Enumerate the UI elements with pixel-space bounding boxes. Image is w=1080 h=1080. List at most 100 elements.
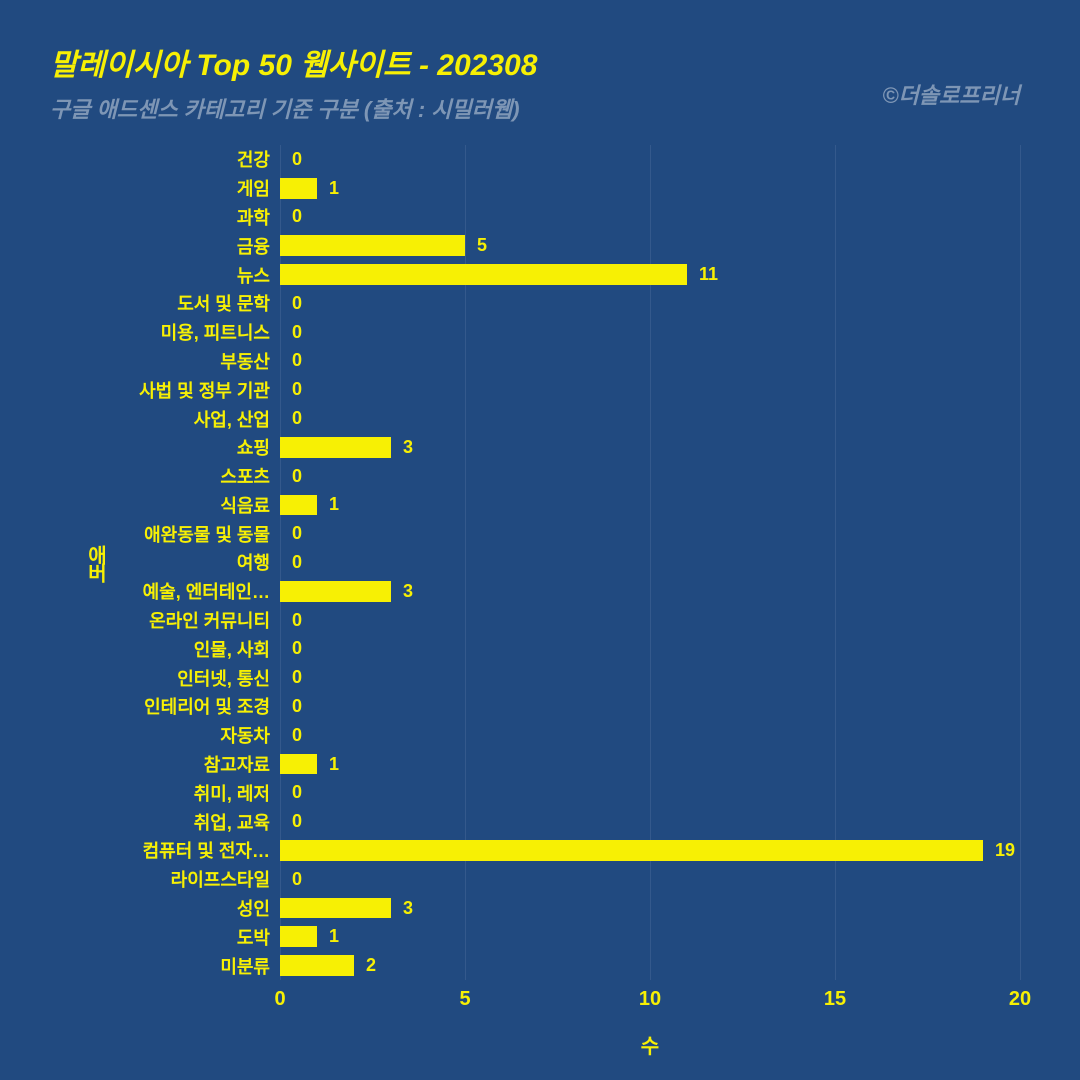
bar-value-label: 2 <box>366 955 376 976</box>
bar-value-label: 0 <box>292 638 302 659</box>
bar-row: 애완동물 및 동물0 <box>280 523 1020 544</box>
bar <box>280 754 317 775</box>
x-tick-label: 15 <box>824 988 846 1011</box>
bar-value-label: 1 <box>329 494 339 515</box>
bar-value-label: 1 <box>329 754 339 775</box>
bar-category-label: 과학 <box>237 204 270 230</box>
bar-category-label: 인테리어 및 조경 <box>144 693 270 719</box>
bar-category-label: 사법 및 정부 기관 <box>139 377 270 403</box>
chart-container: 말레이시아 Top 50 웹사이트 - 202308 구글 애드센스 카테고리 … <box>0 0 1080 1080</box>
bar-category-label: 컴퓨터 및 전자… <box>143 837 270 863</box>
x-tick-label: 10 <box>639 988 661 1011</box>
bar-value-label: 19 <box>995 840 1015 861</box>
bar-row: 인테리어 및 조경0 <box>280 696 1020 717</box>
bar-category-label: 부동산 <box>220 348 270 374</box>
bar-row: 사업, 산업0 <box>280 408 1020 429</box>
bar-value-label: 0 <box>292 466 302 487</box>
y-axis-label: 애버 <box>81 545 110 581</box>
bar-category-label: 예술, 엔터테인… <box>143 578 270 604</box>
bar-value-label: 0 <box>292 869 302 890</box>
bar-row: 취미, 레저0 <box>280 782 1020 803</box>
bar <box>280 178 317 199</box>
bar-value-label: 0 <box>292 667 302 688</box>
bar-category-label: 미용, 피트니스 <box>161 319 270 345</box>
plot: 05101520건강0게임1과학0금융5뉴스11도서 및 문학0미용, 피트니스… <box>280 145 1020 980</box>
bar <box>280 581 391 602</box>
x-tick-label: 0 <box>274 988 285 1011</box>
bar <box>280 898 391 919</box>
bar-category-label: 인물, 사회 <box>194 636 270 662</box>
bar-category-label: 참고자료 <box>204 751 270 777</box>
bar-value-label: 5 <box>477 235 487 256</box>
bar-value-label: 0 <box>292 408 302 429</box>
bar-value-label: 1 <box>329 178 339 199</box>
bar-value-label: 0 <box>292 696 302 717</box>
bar-category-label: 식음료 <box>220 492 270 518</box>
bar-row: 여행0 <box>280 552 1020 573</box>
bar-category-label: 건강 <box>237 146 270 172</box>
bar-category-label: 라이프스타일 <box>171 866 270 892</box>
bar-category-label: 성인 <box>237 895 270 921</box>
bar-row: 도서 및 문학0 <box>280 293 1020 314</box>
bar-row: 인물, 사회0 <box>280 639 1020 660</box>
bar-value-label: 0 <box>292 322 302 343</box>
bar-value-label: 0 <box>292 149 302 170</box>
bar-value-label: 1 <box>329 926 339 947</box>
bar <box>280 926 317 947</box>
bar-category-label: 취업, 교육 <box>194 809 270 835</box>
bar-value-label: 0 <box>292 293 302 314</box>
chart-credit: ©더솔로프리너 <box>882 78 1020 110</box>
bar-value-label: 0 <box>292 811 302 832</box>
bar-row: 도박1 <box>280 926 1020 947</box>
bar-value-label: 0 <box>292 350 302 371</box>
bar-value-label: 0 <box>292 552 302 573</box>
bar-row: 취업, 교육0 <box>280 811 1020 832</box>
bar-row: 뉴스11 <box>280 264 1020 285</box>
bar <box>280 840 983 861</box>
bar-category-label: 금융 <box>237 233 270 259</box>
bar <box>280 235 465 256</box>
bar <box>280 955 354 976</box>
bar-row: 금융5 <box>280 235 1020 256</box>
bar-category-label: 쇼핑 <box>237 434 270 460</box>
bar-category-label: 도서 및 문학 <box>177 290 270 316</box>
bar-value-label: 0 <box>292 782 302 803</box>
bar-row: 스포츠0 <box>280 466 1020 487</box>
bar-category-label: 도박 <box>237 924 270 950</box>
bar-row: 미분류2 <box>280 955 1020 976</box>
bar-row: 과학0 <box>280 207 1020 228</box>
bar <box>280 437 391 458</box>
bar-category-label: 자동차 <box>220 722 270 748</box>
bar-category-label: 사업, 산업 <box>194 406 270 432</box>
bar-value-label: 0 <box>292 725 302 746</box>
bar-category-label: 온라인 커뮤니티 <box>149 607 270 633</box>
bar <box>280 495 317 516</box>
bar-row: 건강0 <box>280 149 1020 170</box>
bar-value-label: 0 <box>292 206 302 227</box>
bar-value-label: 11 <box>699 264 718 285</box>
bar-row: 사법 및 정부 기관0 <box>280 379 1020 400</box>
bar-row: 인터넷, 통신0 <box>280 667 1020 688</box>
bar-row: 예술, 엔터테인…3 <box>280 581 1020 602</box>
bar-category-label: 스포츠 <box>220 463 270 489</box>
bar-row: 라이프스타일0 <box>280 869 1020 890</box>
bar-row: 성인3 <box>280 898 1020 919</box>
x-tick-label: 20 <box>1009 988 1031 1011</box>
bar-value-label: 3 <box>403 581 413 602</box>
bar-value-label: 0 <box>292 379 302 400</box>
bar-row: 컴퓨터 및 전자…19 <box>280 840 1020 861</box>
bar-value-label: 0 <box>292 610 302 631</box>
x-tick-label: 5 <box>459 988 470 1011</box>
bar-row: 쇼핑3 <box>280 437 1020 458</box>
bar-category-label: 게임 <box>237 175 270 201</box>
bar-row: 게임1 <box>280 178 1020 199</box>
bar-category-label: 취미, 레저 <box>194 780 270 806</box>
x-axis-label: 수 <box>641 1030 659 1059</box>
bar-row: 식음료1 <box>280 495 1020 516</box>
bar-row: 온라인 커뮤니티0 <box>280 610 1020 631</box>
bar-row: 자동차0 <box>280 725 1020 746</box>
gridline <box>1020 145 1021 980</box>
bar <box>280 264 687 285</box>
bar-row: 참고자료1 <box>280 754 1020 775</box>
bar-row: 미용, 피트니스0 <box>280 322 1020 343</box>
